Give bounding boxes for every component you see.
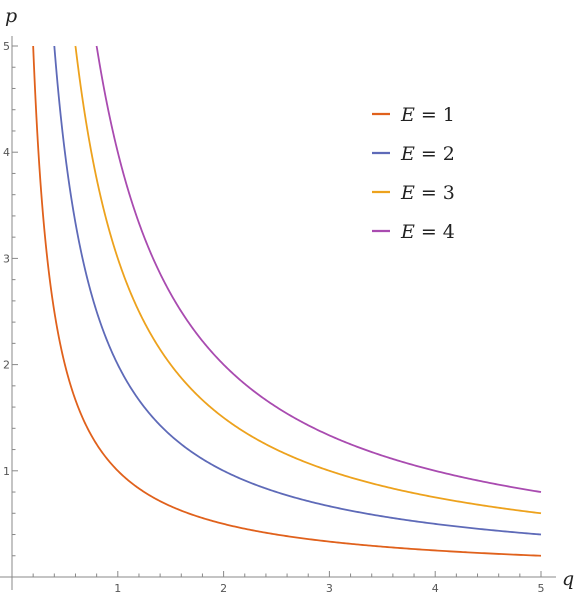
legend-label: E = 4 [400,221,455,243]
y-tick-label: 5 [3,40,10,53]
x-tick-label: 3 [326,582,333,595]
y-tick-label: 3 [3,252,10,265]
axes: 1 2 3 4 5 1 2 3 4 5 [0,36,556,595]
legend: E = 1 E = 2 E = 3 E = 4 [372,104,455,243]
series-layer [32,45,542,557]
legend-entry: E = 4 [372,221,455,243]
legend-entry: E = 1 [372,104,455,126]
x-axis-label: q [562,568,574,590]
y-axis-label: p [5,5,17,27]
series-line [74,45,542,515]
legend-value: 1 [443,104,455,126]
x-tick-label: 1 [114,582,121,595]
legend-value: 3 [443,182,455,204]
legend-entry: E = 3 [372,182,455,204]
legend-equals: = [421,143,437,165]
legend-value: 4 [443,221,455,243]
legend-variable: E [400,221,415,243]
y-tick-label: 4 [3,146,10,159]
y-tick-label: 1 [3,465,10,478]
legend-equals: = [421,104,437,126]
legend-label: E = 1 [400,104,455,126]
x-tick-label: 4 [432,582,439,595]
legend-entry: E = 2 [372,143,455,165]
x-tick-label: 2 [220,582,227,595]
legend-variable: E [400,104,415,126]
legend-value: 2 [443,143,455,165]
y-tick-label: 2 [3,359,10,372]
legend-variable: E [400,143,415,165]
legend-equals: = [421,182,437,204]
legend-variable: E [400,182,415,204]
series-line [53,45,542,536]
series-line [32,45,542,557]
series-line [95,45,542,493]
legend-label: E = 2 [400,143,455,165]
x-tick-label: 5 [538,582,545,595]
legend-label: E = 3 [400,182,455,204]
legend-equals: = [421,221,437,243]
